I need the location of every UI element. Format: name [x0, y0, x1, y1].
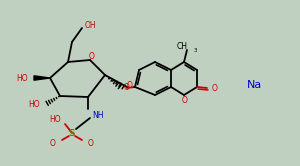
Text: O: O: [89, 51, 95, 60]
Text: O: O: [182, 95, 188, 105]
Text: O: O: [127, 81, 133, 89]
Text: NH: NH: [92, 111, 103, 120]
Polygon shape: [34, 76, 50, 80]
Text: HO: HO: [16, 74, 28, 83]
Text: Na: Na: [248, 80, 262, 90]
Text: O: O: [124, 83, 130, 91]
Text: HO: HO: [28, 99, 40, 109]
Text: 3: 3: [194, 48, 197, 53]
Text: O: O: [88, 139, 94, 149]
Text: CH: CH: [177, 42, 188, 50]
Text: O: O: [212, 83, 218, 92]
Text: OH: OH: [85, 20, 97, 30]
Text: HO: HO: [50, 115, 61, 124]
Text: S: S: [69, 128, 75, 137]
Text: O: O: [50, 139, 56, 149]
